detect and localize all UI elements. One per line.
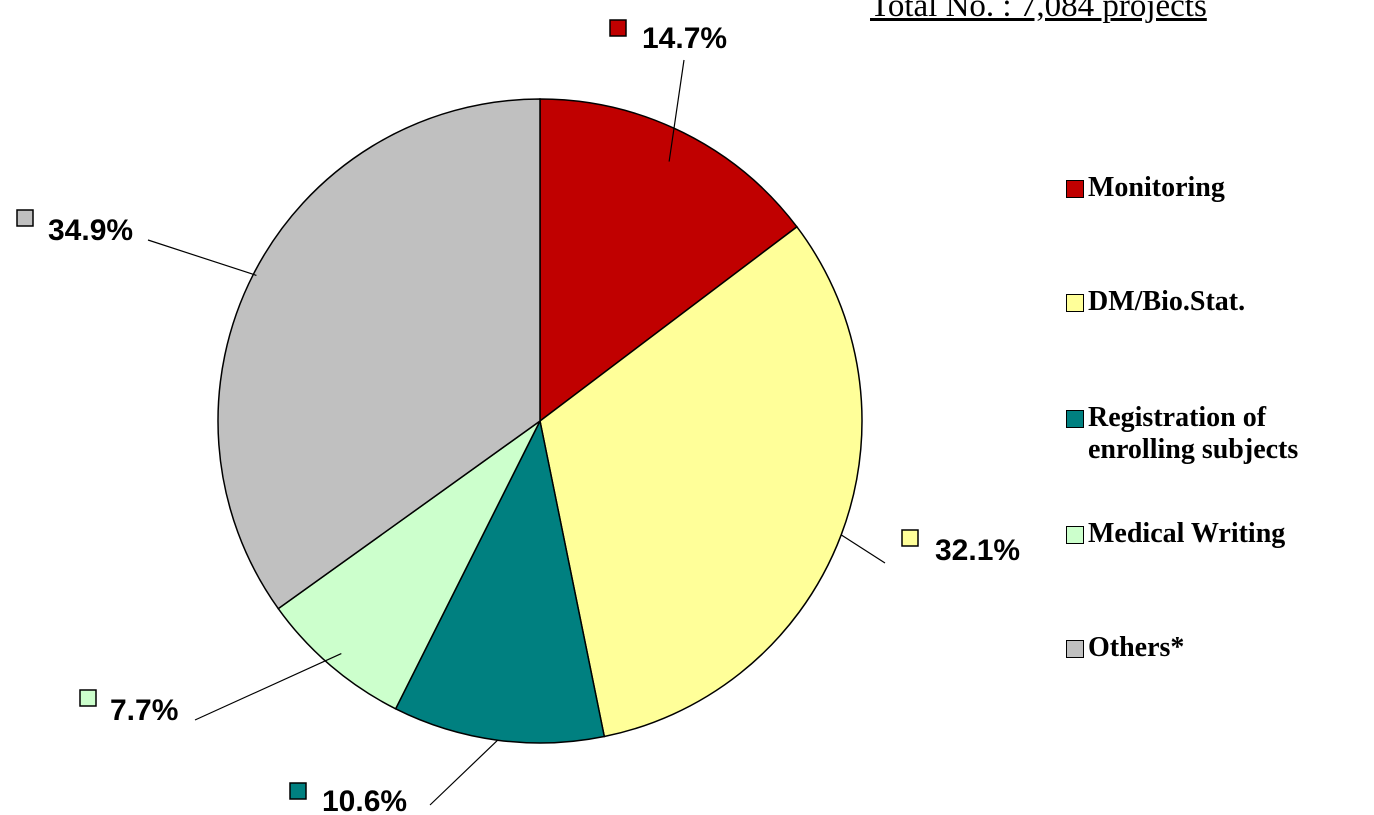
annotation: Total No. : 7,084 projects	[870, 0, 1207, 24]
legend-item: Others*	[1066, 632, 1366, 664]
label-swatch	[79, 689, 97, 707]
legend-item: Monitoring	[1066, 172, 1366, 204]
legend-label: Medical Writing	[1088, 518, 1286, 549]
legend-label: DM/Bio.Stat.	[1088, 286, 1246, 317]
label-swatch	[901, 529, 919, 547]
legend-swatch	[1066, 640, 1084, 658]
legend-swatch	[1066, 410, 1084, 428]
legend-label: Monitoring	[1088, 172, 1225, 203]
label-swatch	[289, 782, 307, 800]
legend-swatch	[1066, 294, 1084, 312]
leader-line	[840, 534, 886, 564]
leader-line	[147, 239, 257, 276]
label-swatch	[16, 209, 34, 227]
legend-swatch	[1066, 180, 1084, 198]
leader-line	[668, 59, 685, 162]
legend-label: Others*	[1088, 632, 1185, 663]
pie-slice	[539, 225, 863, 738]
data-label: 10.6%	[322, 785, 407, 815]
data-label: 34.9%	[48, 214, 133, 247]
label-swatch	[609, 19, 627, 37]
data-label: 7.7%	[110, 694, 178, 727]
legend-item: Registration of enrolling subjects	[1066, 402, 1366, 466]
legend-label: Registration of enrolling subjects	[1088, 402, 1299, 465]
pie-slice	[539, 98, 798, 423]
leader-line	[194, 653, 342, 721]
legend-item: Medical Writing	[1066, 518, 1366, 550]
pie-slice	[394, 418, 606, 744]
legend-item: DM/Bio.Stat.	[1066, 286, 1366, 318]
pie-slice	[277, 420, 541, 710]
data-label: 14.7%	[642, 22, 727, 55]
data-label: 32.1%	[935, 534, 1020, 567]
legend-swatch	[1066, 526, 1084, 544]
leader-line	[429, 739, 499, 806]
